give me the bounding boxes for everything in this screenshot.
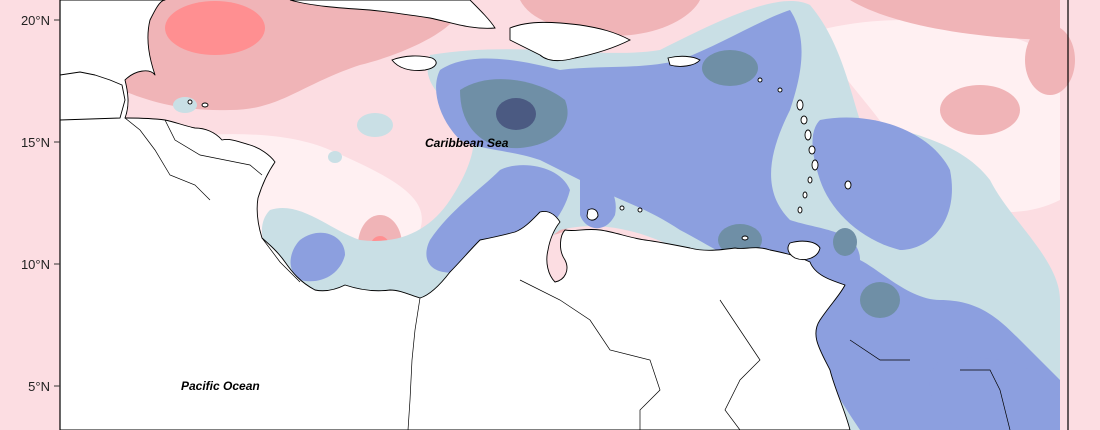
country-borders [124,117,1011,430]
hispaniola [509,21,631,62]
lat-label-20: 20°N [21,13,50,28]
pacific-ocean-label: Pacific Ocean [181,379,260,393]
yucatan-coast [59,71,126,121]
caribbean-sea-label: Caribbean Sea [425,136,509,150]
trinidad [787,240,821,260]
lesser-antilles [187,77,852,241]
cuba [289,0,496,29]
puerto-rico [667,55,701,67]
jamaica [391,55,437,71]
curacao [586,208,599,221]
plot-frame [59,0,1069,430]
latitude-axis: 20°N 15°N 10°N 5°N [21,13,60,394]
negative-regions [290,10,1060,430]
lat-label-10: 10°N [21,257,50,272]
lat-label-5: 5°N [28,379,50,394]
extreme-negative-regions [496,98,536,130]
land-masses [59,0,1011,430]
central-south-america [59,0,851,430]
lat-label-15: 15°N [21,135,50,150]
